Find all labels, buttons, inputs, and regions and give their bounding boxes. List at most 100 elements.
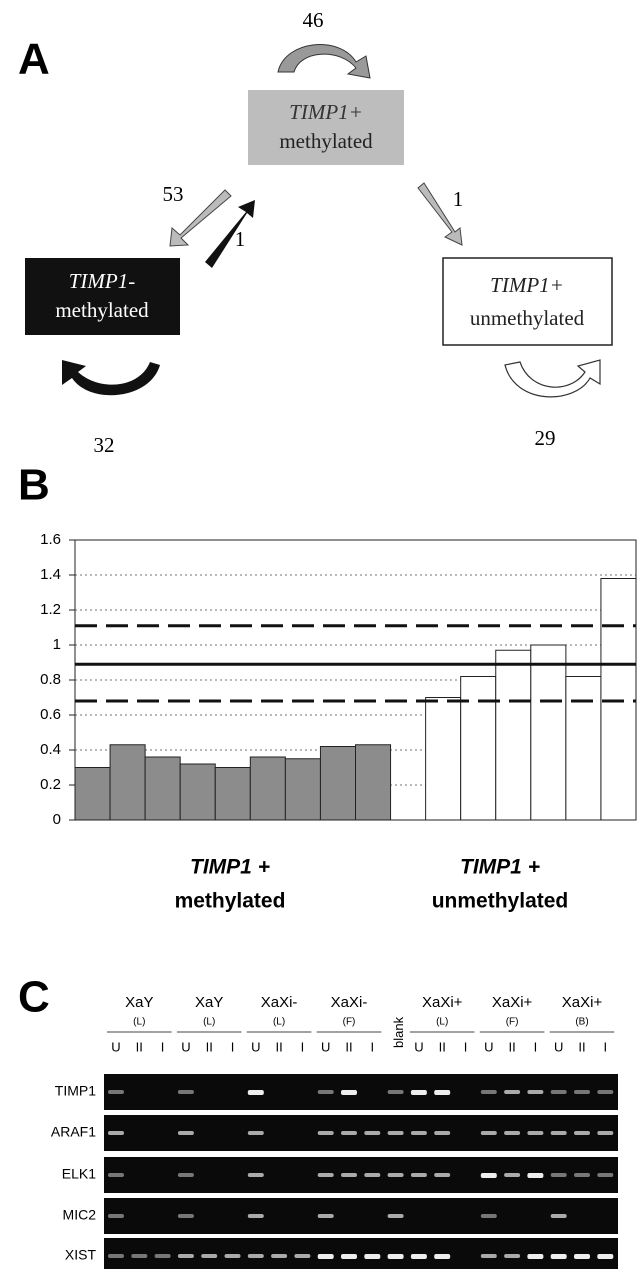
group-source: (L) — [203, 1017, 215, 1028]
y-tick-label: 0.6 — [40, 706, 61, 723]
self-loop-arrow — [505, 360, 600, 397]
gel-band — [388, 1214, 404, 1218]
gel-band — [108, 1131, 124, 1135]
gene-label: MIC2 — [63, 1207, 97, 1223]
gel-band — [574, 1131, 590, 1135]
gel-band — [364, 1131, 380, 1135]
gel-band — [248, 1214, 264, 1218]
group-name: XaXi- — [331, 994, 368, 1011]
group-name: XaXi+ — [422, 994, 463, 1011]
gel-band — [551, 1090, 567, 1094]
bar — [566, 677, 601, 821]
edge-label: 29 — [535, 426, 556, 450]
gel-band — [388, 1090, 404, 1094]
gel-band — [341, 1254, 357, 1259]
gel-band — [318, 1131, 334, 1135]
lane-label: II — [508, 1039, 515, 1054]
lane-label: U — [181, 1039, 190, 1054]
gel-band — [364, 1254, 380, 1259]
group-source: (F) — [506, 1017, 519, 1028]
y-tick-label: 1.2 — [40, 601, 61, 618]
gel-band — [411, 1254, 427, 1259]
gel-band — [178, 1173, 194, 1177]
gel-band — [481, 1173, 497, 1178]
y-tick-label: 0.4 — [40, 741, 61, 758]
group-name: XaY — [125, 994, 153, 1011]
edge-label: 1 — [453, 187, 464, 211]
gel-band — [411, 1131, 427, 1135]
bar — [75, 768, 110, 821]
bar — [285, 759, 320, 820]
bar-chart: 00.20.40.60.811.21.41.6TIMP1 +methylated… — [40, 531, 636, 913]
gel-band — [481, 1254, 497, 1258]
bar — [426, 698, 461, 821]
gel-band — [551, 1214, 567, 1218]
gel-band — [248, 1254, 264, 1258]
gel-band — [527, 1254, 543, 1259]
page: {"panel_a": {"letter": "A", "nodes": [ {… — [0, 0, 637, 1269]
bar — [531, 645, 566, 820]
gel-band — [364, 1173, 380, 1177]
lane-label: II — [275, 1039, 282, 1054]
node-state: unmethylated — [470, 306, 585, 330]
bar — [250, 757, 285, 820]
gel-band — [597, 1254, 613, 1259]
lane-label: I — [231, 1039, 235, 1054]
gel-band — [434, 1090, 450, 1095]
gene-label: ARAF1 — [51, 1124, 96, 1140]
lane-label: I — [464, 1039, 468, 1054]
gel-strip — [104, 1238, 618, 1269]
gel-band — [597, 1090, 613, 1094]
group-source: (L) — [436, 1017, 448, 1028]
gel-band — [318, 1173, 334, 1177]
node-state: methylated — [55, 298, 149, 322]
gel-band — [411, 1173, 427, 1177]
gel-band — [108, 1090, 124, 1094]
gel-band — [271, 1254, 287, 1258]
node-gene: TIMP1+ — [289, 100, 363, 124]
panel-letter: A — [18, 35, 50, 84]
lane-label: U — [251, 1039, 260, 1054]
gene-label: XIST — [65, 1247, 97, 1263]
panel-letter: B — [18, 461, 50, 510]
lane-label: I — [161, 1039, 165, 1054]
gel-band — [201, 1254, 217, 1258]
edge-label: 32 — [94, 433, 115, 457]
gel-band — [481, 1090, 497, 1094]
gel-band — [597, 1173, 613, 1177]
lane-label: U — [414, 1039, 423, 1054]
gel-band — [574, 1254, 590, 1259]
gel-band — [318, 1254, 334, 1259]
gel-band — [318, 1214, 334, 1218]
node-state: methylated — [279, 129, 373, 153]
gel-band — [341, 1131, 357, 1135]
lane-label: I — [603, 1039, 607, 1054]
bar — [601, 579, 636, 821]
lane-label: II — [206, 1039, 213, 1054]
gel-band — [225, 1254, 241, 1258]
self-loop-arrow — [62, 360, 160, 395]
y-tick-label: 0.2 — [40, 776, 61, 793]
gel-band — [527, 1090, 543, 1094]
gel-band — [551, 1173, 567, 1177]
y-tick-label: 1 — [53, 636, 61, 653]
lane-label: U — [111, 1039, 120, 1054]
gel-band — [504, 1254, 520, 1258]
lane-label: II — [439, 1039, 446, 1054]
y-tick-label: 0 — [53, 811, 61, 828]
bar — [215, 768, 250, 821]
gel-band — [178, 1131, 194, 1135]
gel-band — [294, 1254, 310, 1258]
gel-band — [574, 1173, 590, 1177]
group-source: (B) — [575, 1017, 588, 1028]
gel-band — [108, 1173, 124, 1177]
edge-label: 53 — [163, 182, 184, 206]
y-tick-label: 1.4 — [40, 566, 61, 583]
gel-band — [248, 1131, 264, 1135]
group-name: XaXi- — [261, 994, 298, 1011]
bar — [110, 745, 145, 820]
group-label: unmethylated — [432, 890, 569, 913]
lane-label: U — [484, 1039, 493, 1054]
gel-band — [574, 1090, 590, 1094]
